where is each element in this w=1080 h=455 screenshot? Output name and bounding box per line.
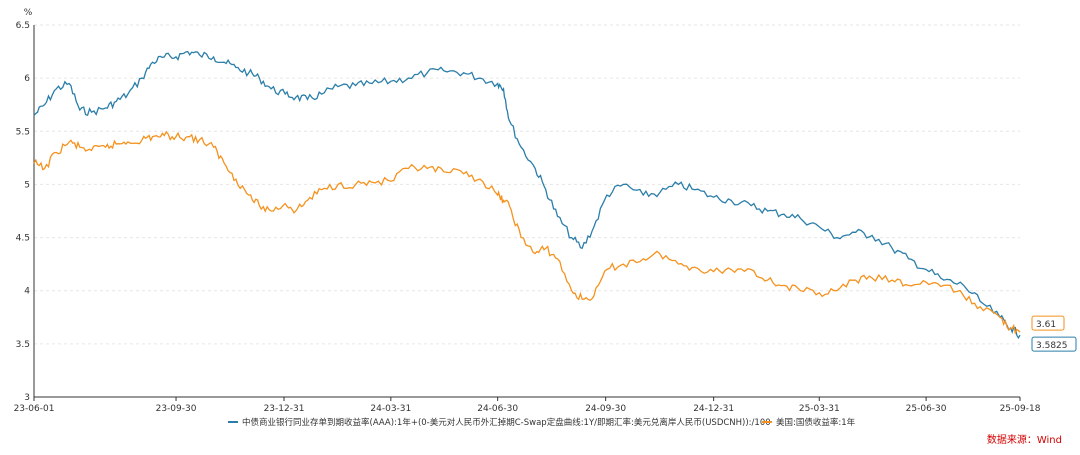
series-lines <box>33 50 1021 340</box>
x-tick-label: 25-09-18 <box>1000 404 1041 414</box>
x-tick-label: 23-06-01 <box>14 404 55 414</box>
grid-lines <box>34 24 1020 398</box>
legend-label: 美国:国债收益率:1年 <box>776 417 856 428</box>
axes: 3 3.5 4 4.5 5 5.5 6 6.5% 23-06-01 23-09-30 23-12-3… <box>14 8 1041 414</box>
end-labels: 3.5825 3.61 <box>1031 315 1077 352</box>
end-label: 3.61 <box>1036 320 1056 330</box>
series-line <box>33 50 1021 340</box>
y-tick-label: 4.5 <box>16 234 30 244</box>
end-label-box <box>1031 336 1077 352</box>
x-tick-label: 24-12-31 <box>693 404 734 414</box>
x-tick-label: 24-06-30 <box>477 404 518 414</box>
y-tick-label: 3 <box>24 393 30 403</box>
y-tick-label: 3.5 <box>16 340 30 350</box>
x-tick-label: 23-12-31 <box>264 404 305 414</box>
x-tick-label: 25-06-30 <box>906 404 947 414</box>
y-tick-label: 6.5 <box>16 21 30 31</box>
x-tick-label: 23-09-30 <box>156 404 197 414</box>
series-line <box>33 130 1021 335</box>
end-label: 3.5825 <box>1036 341 1068 351</box>
y-axis-unit: % <box>24 8 33 18</box>
legend-label: 中债商业银行同业存单到期收益率(AAA):1年+(0-美元对人民币外汇掉期C-S… <box>242 417 771 428</box>
source-note: 数据来源：Wind <box>987 433 1062 446</box>
x-tick-label: 24-09-30 <box>585 404 626 414</box>
y-tick-label: 5.5 <box>16 127 30 137</box>
y-tick-label: 4 <box>24 287 30 297</box>
legend: 中债商业银行同业存单到期收益率(AAA):1年+(0-美元对人民币外汇掉期C-S… <box>228 417 856 428</box>
x-tick-label: 24-03-31 <box>370 404 411 414</box>
y-tick-label: 6 <box>24 74 30 84</box>
y-tick-label: 5 <box>24 180 30 190</box>
end-label-box <box>1031 315 1065 331</box>
x-tick-label: 25-03-31 <box>799 404 840 414</box>
